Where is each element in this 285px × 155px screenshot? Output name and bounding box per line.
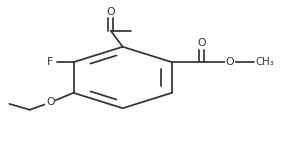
Text: O: O [46,97,55,107]
Text: O: O [197,38,206,48]
Text: O: O [106,7,115,17]
Text: CH₃: CH₃ [255,57,274,67]
Text: F: F [47,57,53,67]
Text: O: O [226,57,234,67]
